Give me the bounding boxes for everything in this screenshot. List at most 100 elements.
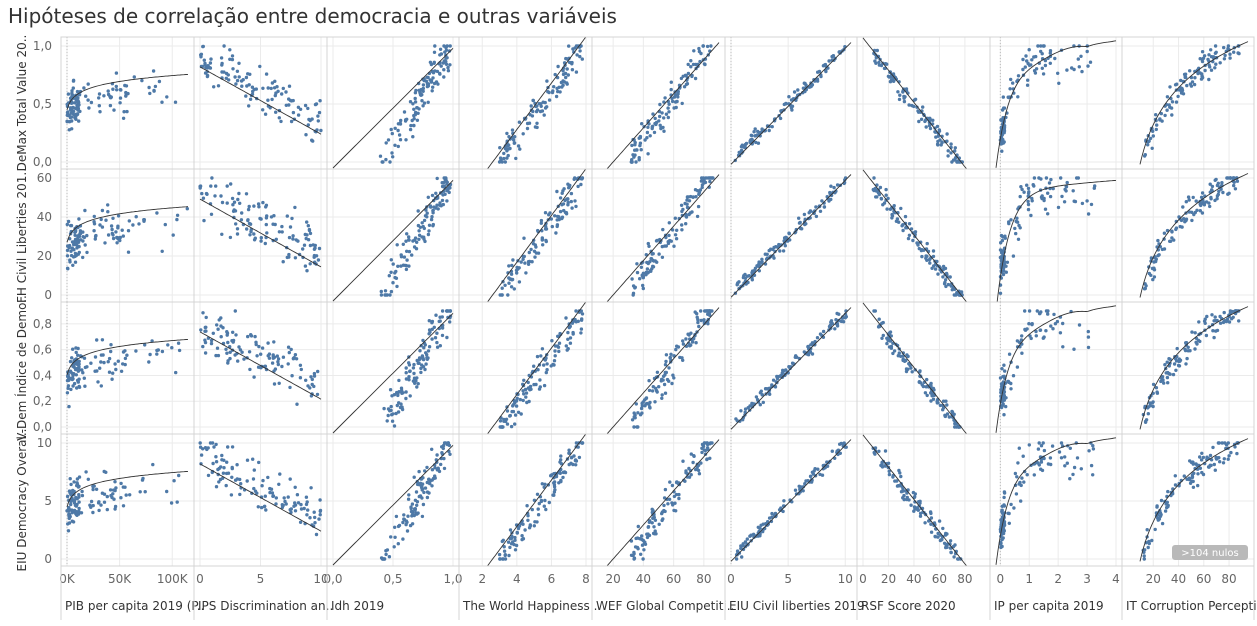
data-point[interactable]	[500, 293, 504, 297]
data-point[interactable]	[746, 406, 750, 410]
data-point[interactable]	[174, 370, 178, 375]
data-point[interactable]	[770, 515, 774, 519]
data-point[interactable]	[806, 345, 810, 349]
data-point[interactable]	[952, 555, 956, 559]
data-point[interactable]	[635, 545, 640, 550]
data-point[interactable]	[672, 376, 676, 380]
data-point[interactable]	[556, 345, 561, 349]
data-point[interactable]	[413, 236, 418, 240]
data-point[interactable]	[252, 468, 256, 472]
data-point[interactable]	[569, 191, 574, 196]
data-point[interactable]	[1210, 313, 1214, 317]
data-point[interactable]	[948, 275, 952, 279]
data-point[interactable]	[299, 367, 303, 372]
data-point[interactable]	[438, 47, 443, 51]
data-point[interactable]	[110, 227, 114, 232]
data-point[interactable]	[742, 281, 746, 285]
data-point[interactable]	[1002, 495, 1006, 500]
data-point[interactable]	[97, 508, 101, 513]
data-point[interactable]	[672, 244, 676, 248]
data-point[interactable]	[210, 441, 215, 445]
data-point[interactable]	[1163, 363, 1167, 367]
data-point[interactable]	[755, 264, 759, 268]
data-point[interactable]	[903, 214, 908, 219]
data-point[interactable]	[697, 324, 701, 329]
data-point[interactable]	[383, 289, 388, 293]
data-point[interactable]	[841, 315, 845, 319]
data-point[interactable]	[532, 249, 537, 253]
data-point[interactable]	[1171, 372, 1176, 377]
data-point[interactable]	[1005, 260, 1010, 264]
data-point[interactable]	[1152, 268, 1157, 272]
data-point[interactable]	[739, 148, 744, 153]
data-point[interactable]	[941, 526, 945, 531]
data-point[interactable]	[1075, 456, 1080, 460]
data-point[interactable]	[1223, 319, 1227, 323]
data-point[interactable]	[257, 344, 261, 349]
data-point[interactable]	[1002, 503, 1006, 507]
data-point[interactable]	[808, 350, 813, 354]
data-point[interactable]	[687, 475, 692, 479]
data-point[interactable]	[1002, 129, 1007, 133]
data-point[interactable]	[252, 486, 256, 491]
data-point[interactable]	[74, 373, 79, 377]
data-point[interactable]	[539, 499, 544, 504]
data-point[interactable]	[1162, 247, 1167, 251]
data-point[interactable]	[923, 119, 927, 124]
data-point[interactable]	[664, 353, 669, 357]
column-header-label[interactable]: The World Happiness ..	[462, 599, 601, 613]
data-point[interactable]	[413, 508, 417, 512]
data-point[interactable]	[1163, 113, 1167, 118]
data-point[interactable]	[316, 119, 320, 123]
data-point[interactable]	[904, 369, 909, 374]
data-point[interactable]	[1191, 195, 1195, 200]
data-point[interactable]	[412, 362, 416, 367]
data-point[interactable]	[657, 522, 661, 526]
data-point[interactable]	[276, 362, 280, 367]
data-point[interactable]	[69, 229, 74, 234]
data-point[interactable]	[650, 124, 655, 128]
data-point[interactable]	[1026, 191, 1031, 196]
data-point[interactable]	[547, 500, 551, 505]
data-point[interactable]	[756, 129, 760, 134]
data-point[interactable]	[774, 245, 778, 249]
data-point[interactable]	[225, 331, 230, 335]
data-point[interactable]	[686, 71, 691, 76]
data-point[interactable]	[953, 149, 957, 153]
data-point[interactable]	[295, 493, 300, 497]
data-point[interactable]	[127, 219, 131, 223]
data-point[interactable]	[306, 123, 310, 127]
data-point[interactable]	[905, 353, 909, 357]
data-point[interactable]	[639, 552, 643, 556]
data-point[interactable]	[296, 501, 301, 505]
data-point[interactable]	[91, 510, 95, 515]
data-point[interactable]	[554, 94, 559, 99]
data-point[interactable]	[291, 98, 295, 103]
data-point[interactable]	[904, 358, 908, 363]
data-point[interactable]	[1022, 309, 1027, 313]
data-point[interactable]	[1021, 67, 1025, 72]
data-point[interactable]	[568, 341, 573, 345]
data-point[interactable]	[760, 257, 764, 261]
data-point[interactable]	[1184, 341, 1189, 345]
data-point[interactable]	[579, 331, 583, 335]
data-point[interactable]	[390, 131, 394, 136]
data-point[interactable]	[404, 519, 409, 523]
data-point[interactable]	[696, 468, 701, 473]
data-point[interactable]	[1030, 58, 1034, 62]
data-point[interactable]	[1191, 479, 1195, 484]
data-point[interactable]	[924, 256, 928, 260]
data-point[interactable]	[1020, 476, 1024, 480]
data-point[interactable]	[759, 523, 763, 527]
data-point[interactable]	[670, 381, 674, 386]
data-point[interactable]	[1046, 462, 1051, 466]
data-point[interactable]	[238, 348, 243, 352]
data-point[interactable]	[309, 486, 313, 490]
data-point[interactable]	[945, 532, 949, 536]
data-point[interactable]	[220, 63, 224, 67]
data-point[interactable]	[524, 391, 529, 395]
data-point[interactable]	[75, 386, 79, 390]
data-point[interactable]	[439, 64, 443, 68]
data-point[interactable]	[580, 317, 584, 321]
data-point[interactable]	[238, 201, 242, 205]
